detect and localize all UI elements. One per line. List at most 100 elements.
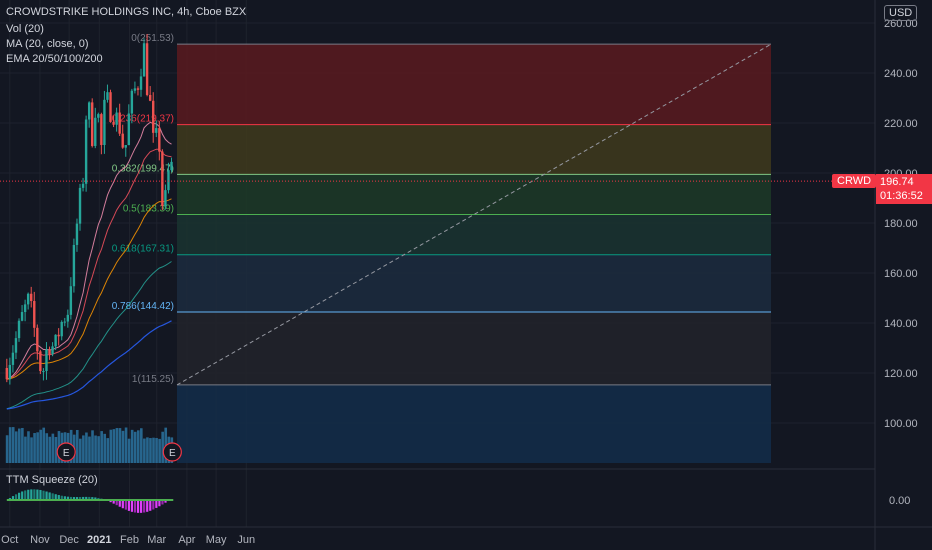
earnings-marker [56,442,76,462]
volume-bar [140,428,143,463]
squeeze-bar [39,490,42,500]
squeeze-bar [57,495,60,500]
squeeze-bar [91,497,94,500]
volume-bar [39,429,42,463]
indicator-ema[interactable]: EMA 20/50/100/200 [6,53,103,65]
time-tick: 2021 [87,534,111,546]
volume-bar [124,427,128,463]
time-axis[interactable]: Oct Nov Dec 2021 Feb Mar Apr May Jun [1,534,255,546]
candle-body [81,183,85,188]
squeeze-bar [24,490,27,500]
volume-bar [143,438,146,463]
squeeze-bar [94,497,97,500]
squeeze-bar [149,500,152,511]
fib-trend-line [176,43,772,386]
squeeze-bar [161,500,164,505]
fib-label: 0.786(144.42) [112,301,174,312]
candle-body [170,161,173,171]
time-tick: Mar [147,534,166,546]
volume-bar [24,436,27,463]
volume-bar [48,436,52,463]
price-tick: 140.00 [884,318,918,330]
squeeze-bar [82,496,85,500]
candle-body [112,121,115,125]
volume-bar [109,429,113,463]
indicator-volume[interactable]: Vol (20) [6,23,44,35]
indicator-squeeze[interactable]: TTM Squeeze (20) [6,474,98,486]
price-tick: 100.00 [884,418,918,430]
candle-body [91,102,94,146]
volume-bar [152,437,155,463]
ema-line [6,261,172,410]
candle-body [100,114,103,146]
ema-line [6,320,172,410]
earnings-marker-label: E [63,448,70,459]
fib-band [177,311,771,385]
volume-bar [112,429,116,463]
fib-label: 1(115.25) [132,374,174,385]
time-tick: Dec [59,534,79,546]
volume-bar [33,433,36,463]
squeeze-bar [85,496,88,500]
indicator-ma[interactable]: MA (20, close, 0) [6,38,89,50]
candle-body [42,371,45,373]
candle-body [48,349,51,355]
squeeze-bar [63,496,66,500]
price-tick: 240.00 [884,68,918,80]
volume-bar [88,436,91,463]
volume-bar [100,431,103,463]
candle-body [106,92,109,100]
fib-label: 0.382(199.47) [112,163,174,174]
volume-bar [79,438,82,463]
volume-bar [30,437,33,463]
candle-body [139,76,143,90]
candle-body [130,90,134,114]
candle-body [109,92,112,122]
moving-averages [6,121,172,410]
candle-body [33,301,36,328]
squeeze-bar [155,500,158,508]
squeeze-bar [42,490,45,500]
squeeze-bar [112,500,115,504]
candle-body [87,102,91,120]
ema-line [6,121,172,380]
candle-body [78,187,82,224]
squeeze-bar [121,500,124,509]
volume-bar [8,427,12,463]
candle-body [167,170,170,191]
candle-body [158,128,161,152]
fib-band [177,384,771,463]
fib-band [177,44,771,125]
squeeze-bar [51,493,54,500]
squeeze-bar [36,489,39,500]
currency-button[interactable]: USD [884,5,918,21]
candle-body [164,190,167,207]
candle-body [97,114,100,118]
volume-bar [21,427,24,463]
time-tick: Feb [120,534,139,546]
volume-bar [136,430,140,463]
squeeze-bar [115,500,118,506]
price-tick: 160.00 [884,268,918,280]
candle-body [127,113,131,146]
candle-body [17,320,21,339]
candle-body [142,43,146,77]
volume-bar [103,433,107,463]
candle-body [152,100,155,133]
fib-band [177,124,771,175]
candle-body [8,364,12,380]
squeeze-bar [21,491,24,500]
volume-bar [158,438,161,463]
candle-body [30,293,33,302]
chart-title: CROWDSTRIKE HOLDINGS INC, 4h, Cboe BZX [6,6,247,18]
squeeze-bar [72,497,76,500]
squeeze-bar [88,496,91,500]
fib-band [177,174,771,215]
candle-body [51,346,54,355]
time-tick: May [206,534,227,546]
fib-label: 0.618(167.31) [112,244,174,255]
candle-body [136,88,140,90]
volume-bar [54,437,58,463]
